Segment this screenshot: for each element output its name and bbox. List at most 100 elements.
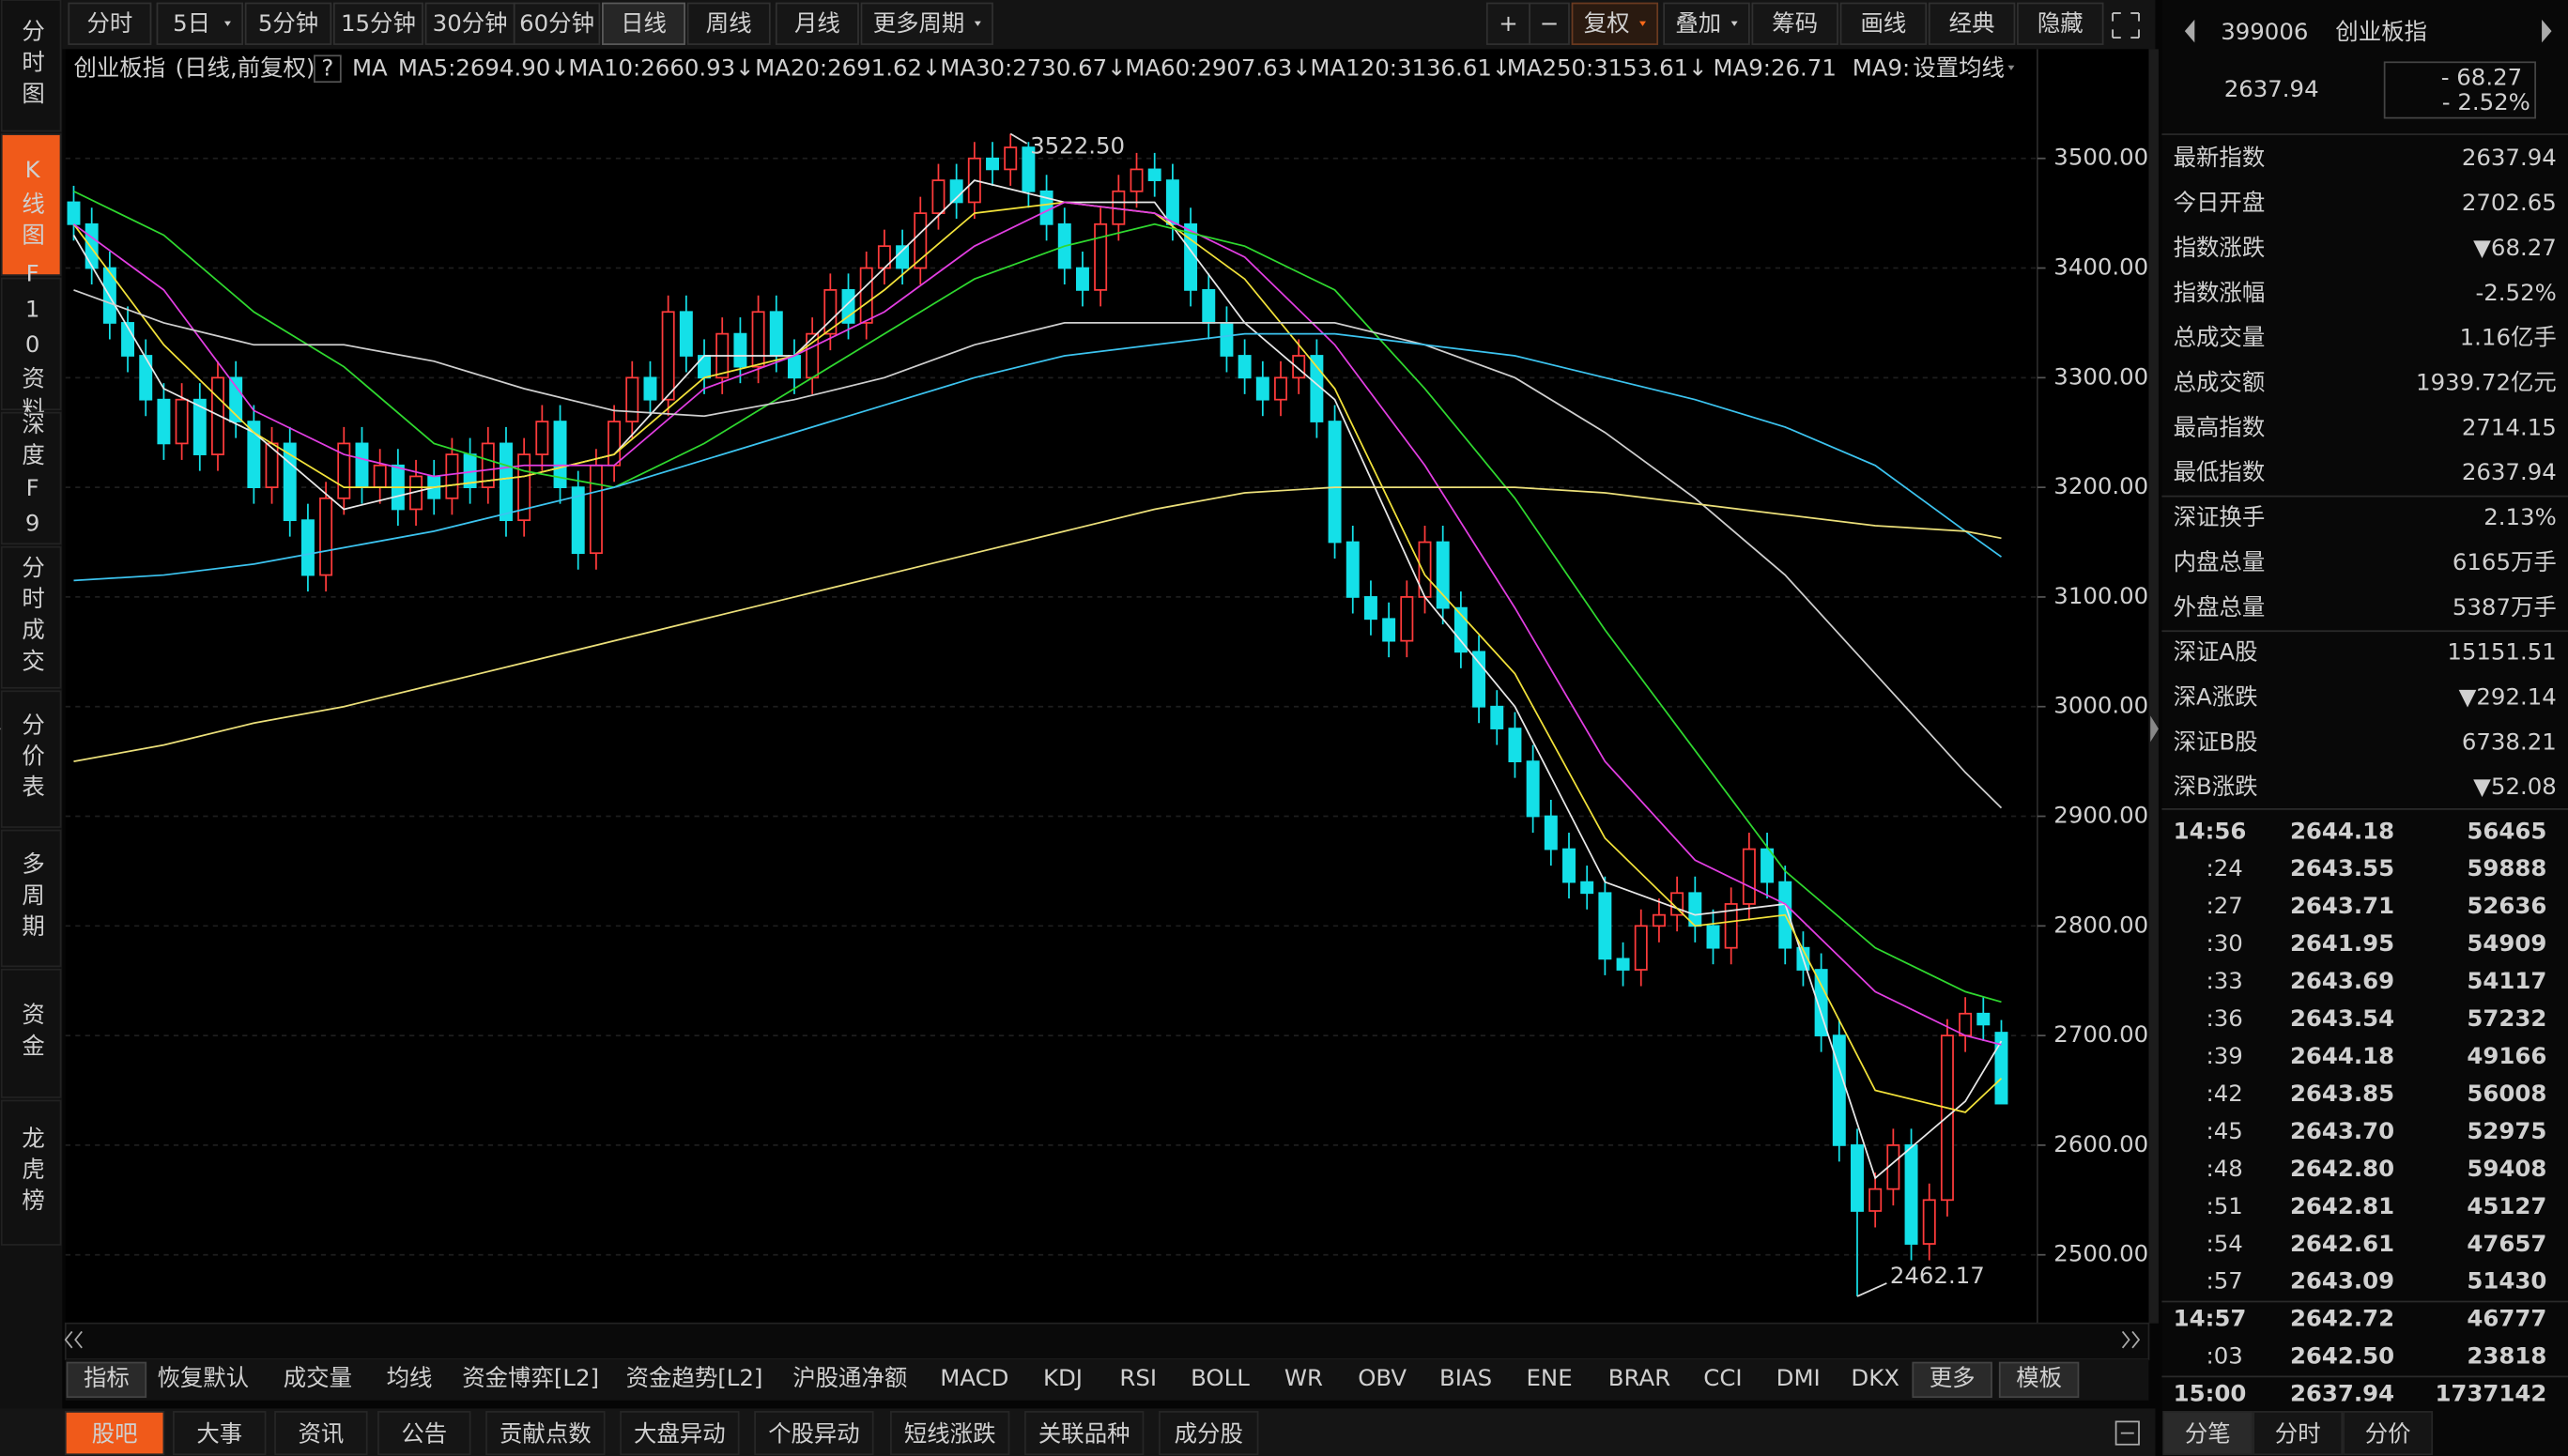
candle-body <box>535 421 549 455</box>
trade-volume: 45127 <box>2467 1192 2546 1219</box>
indicator-tab[interactable]: DMI <box>1776 1364 1821 1391</box>
candle-body <box>1851 1144 1864 1212</box>
sidebar-tab[interactable] <box>0 690 62 828</box>
indicator-tab[interactable]: CCI <box>1703 1364 1742 1391</box>
indicator-tab[interactable]: DKX <box>1851 1364 1899 1391</box>
bottom-tab-label: 股吧 <box>92 1419 138 1447</box>
candle-body <box>445 453 459 499</box>
indicator-box[interactable] <box>66 1361 147 1399</box>
fullscreen-icon[interactable] <box>2112 12 2140 38</box>
candle-body <box>1526 760 1540 818</box>
period-button[interactable] <box>424 2 515 45</box>
candle-body <box>1328 421 1342 544</box>
tool-button[interactable] <box>1529 2 1570 45</box>
indicator-tab[interactable]: BIAS <box>1439 1364 1492 1391</box>
indicator-tab[interactable]: RSI <box>1119 1364 1157 1391</box>
indicator-tab[interactable]: KDJ <box>1043 1364 1083 1391</box>
stat-label: 内盘总量 <box>2174 548 2266 575</box>
period-button[interactable] <box>686 2 771 45</box>
candle-body <box>589 464 603 555</box>
tool-button[interactable] <box>1751 2 1838 45</box>
indicator-tab[interactable]: WR <box>1284 1364 1323 1391</box>
indicator-tab[interactable]: 资金博弈[L2] <box>462 1364 599 1391</box>
candle-body <box>1544 815 1558 851</box>
period-button[interactable] <box>602 2 685 45</box>
bottom-tab[interactable] <box>1024 1411 1145 1456</box>
quote-change-pct: - 2.52% <box>2442 88 2530 115</box>
dropdown-icon[interactable] <box>223 21 231 26</box>
indicator-tab[interactable]: 恢复默认 <box>157 1364 249 1391</box>
prev-icon[interactable] <box>2184 19 2195 43</box>
tool-button[interactable] <box>1485 2 1531 45</box>
bottom-tab-label: 大盘异动 <box>634 1419 726 1447</box>
dropdown-icon[interactable] <box>1730 21 1738 26</box>
indicator-tab[interactable]: 指标 <box>84 1364 130 1391</box>
indicator-box[interactable] <box>1998 1361 2080 1399</box>
panel-tab[interactable] <box>2162 1411 2253 1456</box>
period-button[interactable] <box>860 2 993 45</box>
indicator-tab[interactable]: BRAR <box>1608 1364 1670 1391</box>
candle-body <box>481 442 495 488</box>
dropdown-icon[interactable] <box>2007 65 2015 71</box>
tool-button[interactable] <box>2017 2 2104 45</box>
y-tick-label: 2900.00 <box>2053 802 2148 829</box>
tool-label: 画线 <box>1860 9 1906 37</box>
sidebar-tab[interactable] <box>0 277 62 411</box>
trade-volume: 59888 <box>2467 854 2546 881</box>
sidebar-tab[interactable] <box>0 829 62 968</box>
bottom-tab[interactable] <box>890 1411 1010 1456</box>
trade-time: :39 <box>2207 1042 2243 1069</box>
tool-label: 隐藏 <box>2037 9 2084 37</box>
indicator-tab[interactable]: 模板 <box>2016 1364 2062 1391</box>
bottom-tab[interactable] <box>274 1411 368 1456</box>
help-button[interactable] <box>314 54 342 84</box>
ma-settings[interactable]: 设置均线 <box>1913 54 2005 81</box>
stat-value: 6165万手 <box>2453 548 2557 575</box>
sidebar-tab[interactable] <box>0 411 62 545</box>
bottom-tab[interactable] <box>377 1411 471 1456</box>
indicator-tab[interactable]: 沪股通净额 <box>792 1364 907 1391</box>
indicator-tab[interactable]: MACD <box>940 1364 1008 1391</box>
dropdown-icon[interactable] <box>1639 21 1646 26</box>
panel-tab[interactable] <box>2253 1411 2344 1456</box>
scroll-left-icon[interactable] <box>64 1330 83 1349</box>
bottom-tab[interactable] <box>754 1411 874 1456</box>
indicator-tab[interactable]: 更多 <box>1930 1364 1976 1391</box>
indicator-tab[interactable]: 均线 <box>387 1364 433 1391</box>
collapse-right-icon[interactable] <box>2150 715 2159 743</box>
bottom-tab[interactable] <box>173 1411 267 1456</box>
sidebar-tab[interactable] <box>0 545 62 689</box>
indicator-box[interactable] <box>1912 1361 1992 1399</box>
indicator-tab[interactable]: 资金趋势[L2] <box>626 1364 763 1391</box>
period-button[interactable] <box>244 2 332 45</box>
bottom-tab[interactable] <box>1159 1411 1259 1456</box>
tool-button[interactable] <box>1928 2 2016 45</box>
period-button[interactable] <box>513 2 601 45</box>
indicator-tab[interactable]: 成交量 <box>284 1364 352 1391</box>
indicator-tab[interactable]: BOLL <box>1191 1364 1250 1391</box>
period-button[interactable] <box>332 2 423 45</box>
indicator-tab[interactable]: ENE <box>1527 1364 1573 1391</box>
period-button[interactable] <box>775 2 859 45</box>
sidebar-tab[interactable] <box>0 0 62 132</box>
stat-label: 指数涨幅 <box>2174 279 2266 306</box>
indicator-tab[interactable]: OBV <box>1358 1364 1407 1391</box>
popout-icon[interactable] <box>2114 1420 2140 1446</box>
next-icon[interactable] <box>2542 19 2552 43</box>
sidebar-tab[interactable] <box>0 1099 62 1246</box>
sidebar-label: 深度F9 <box>19 412 46 545</box>
scroll-right-icon[interactable] <box>2121 1330 2141 1349</box>
sidebar-tab[interactable] <box>0 968 62 1098</box>
sidebar-tab[interactable] <box>0 133 62 276</box>
trade-price: 2643.85 <box>2290 1080 2394 1107</box>
bottom-tab[interactable] <box>64 1411 165 1456</box>
trade-time: :36 <box>2207 1004 2243 1032</box>
bottom-tab[interactable] <box>620 1411 740 1456</box>
period-button[interactable] <box>68 2 152 45</box>
bottom-tab[interactable] <box>485 1411 606 1456</box>
chart-subtitle: (日线,前复权) <box>176 54 315 81</box>
panel-tab[interactable] <box>2343 1411 2434 1456</box>
dropdown-icon[interactable] <box>974 21 981 26</box>
tool-button[interactable] <box>1839 2 1928 45</box>
